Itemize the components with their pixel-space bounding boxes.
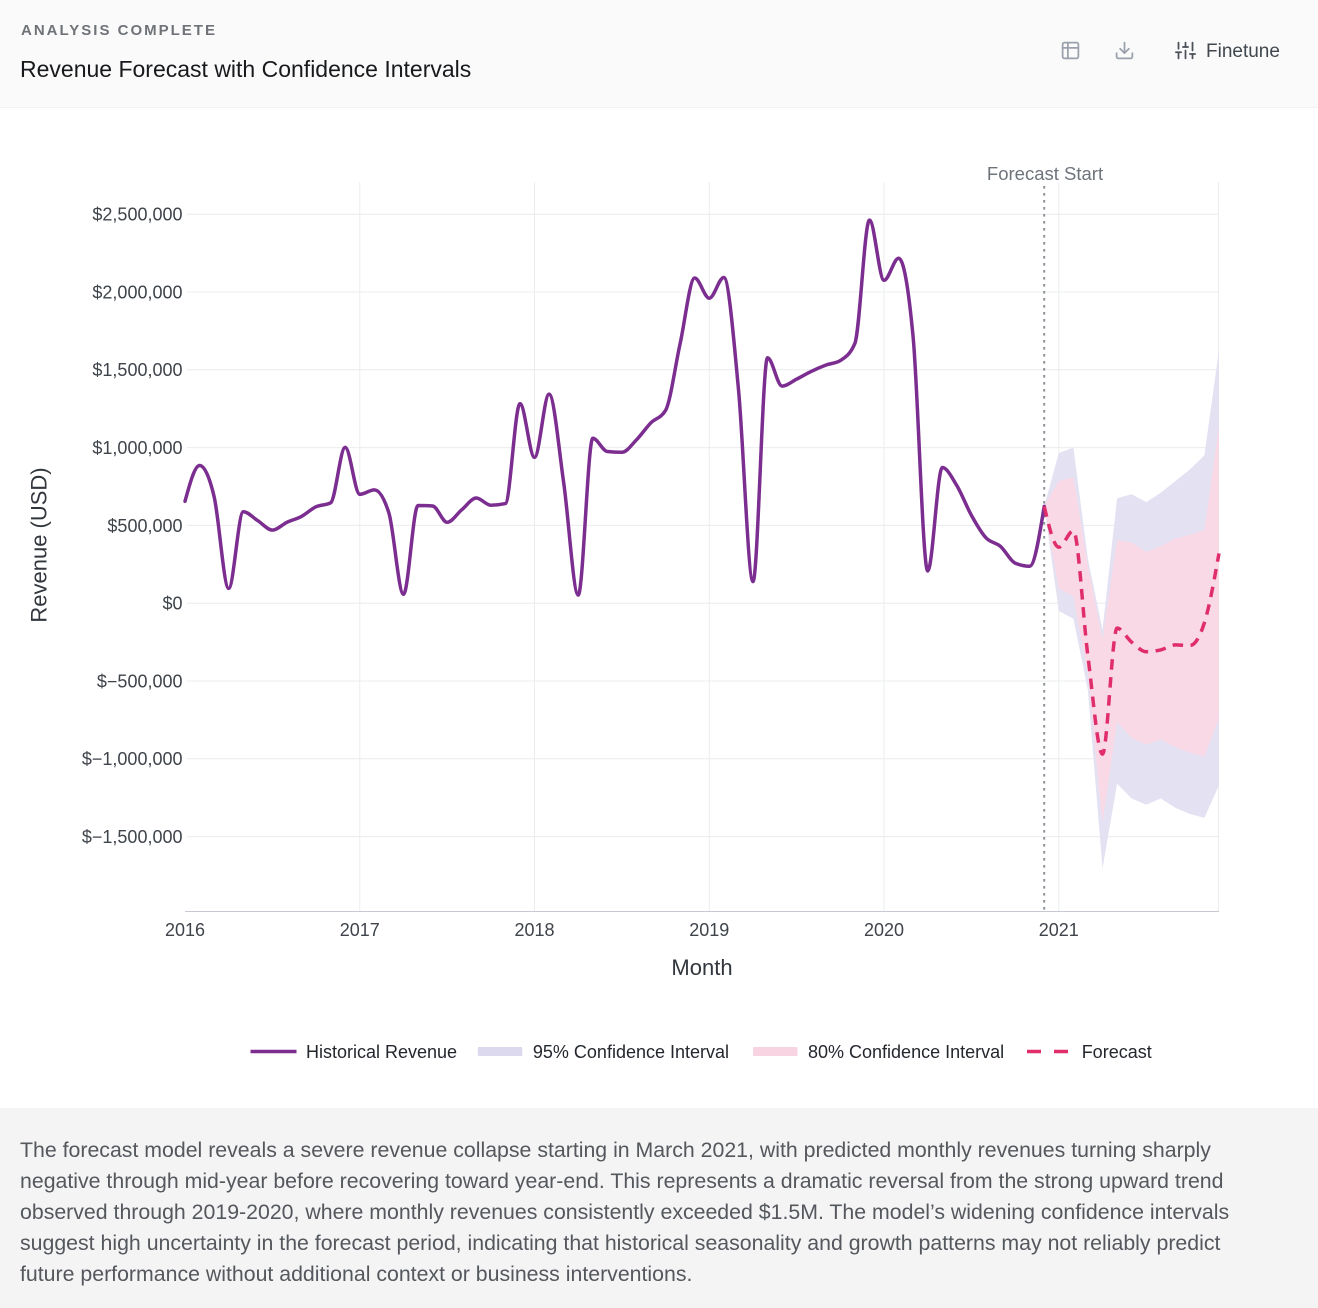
svg-text:$0: $0 [162, 594, 182, 614]
svg-text:95% Confidence Interval: 95% Confidence Interval [533, 1042, 729, 1062]
svg-text:80% Confidence Interval: 80% Confidence Interval [808, 1042, 1004, 1062]
svg-text:$500,000: $500,000 [107, 516, 182, 536]
svg-text:Forecast: Forecast [1082, 1042, 1152, 1062]
svg-text:$2,000,000: $2,000,000 [92, 282, 182, 302]
svg-text:2019: 2019 [689, 920, 729, 940]
svg-text:$1,500,000: $1,500,000 [92, 360, 182, 380]
svg-text:$−1,000,000: $−1,000,000 [82, 749, 183, 769]
svg-text:$−500,000: $−500,000 [97, 671, 183, 691]
svg-text:2016: 2016 [165, 920, 205, 940]
svg-text:Revenue (USD): Revenue (USD) [27, 467, 52, 622]
svg-text:$2,500,000: $2,500,000 [92, 205, 182, 225]
svg-text:2018: 2018 [514, 920, 554, 940]
svg-text:Forecast Start: Forecast Start [987, 163, 1103, 184]
svg-text:Month: Month [671, 955, 732, 980]
svg-text:2020: 2020 [864, 920, 904, 940]
svg-text:2021: 2021 [1039, 920, 1079, 940]
svg-text:$1,000,000: $1,000,000 [92, 438, 182, 458]
svg-text:2017: 2017 [340, 920, 380, 940]
svg-text:Historical Revenue: Historical Revenue [306, 1042, 457, 1062]
svg-text:$−1,500,000: $−1,500,000 [82, 827, 183, 847]
